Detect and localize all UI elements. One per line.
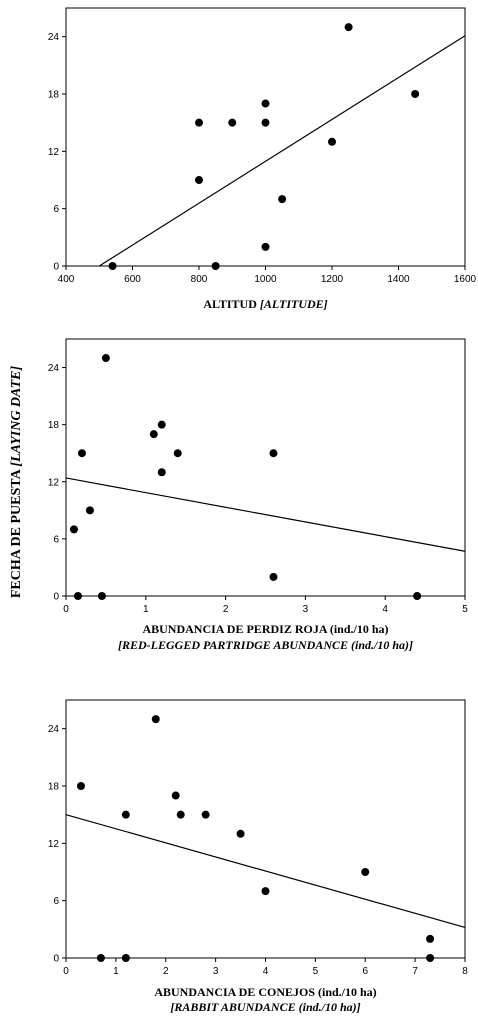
data-point	[261, 118, 270, 127]
data-point	[73, 592, 82, 600]
data-point	[149, 430, 158, 439]
plot-frame	[65, 7, 466, 267]
data-point	[344, 23, 353, 32]
trend-line	[65, 477, 466, 552]
y-tick-label: 12	[48, 477, 60, 488]
y-axis-label-translation: [LAYING DATE]	[9, 365, 24, 466]
y-tick-label: 18	[48, 420, 60, 431]
data-point	[328, 137, 336, 146]
data-point	[151, 715, 160, 724]
x-tick-label: 8	[462, 966, 468, 977]
y-tick-label: 12	[48, 147, 60, 158]
x-tick-label: 2	[223, 604, 229, 615]
data-point	[201, 810, 210, 819]
x-tick-label: 1600	[454, 274, 477, 285]
data-point	[173, 449, 182, 458]
data-point	[426, 954, 435, 962]
data-point	[261, 887, 270, 896]
x-tick-label: 1	[143, 604, 149, 615]
x-tick-label: 800	[191, 274, 208, 285]
y-tick-label: 18	[48, 90, 60, 101]
data-point	[269, 449, 278, 458]
data-point	[413, 592, 422, 600]
x-tick-label: 6	[362, 966, 368, 977]
data-point	[278, 195, 287, 204]
x-tick-label: 1200	[321, 274, 344, 285]
x-tick-label: 0	[63, 604, 69, 615]
y-tick-label: 18	[48, 782, 60, 793]
y-tick-label: 6	[53, 534, 59, 545]
x-tick-label: 7	[412, 966, 418, 977]
x-tick-label: 4	[263, 966, 269, 977]
x-tick-label: 5	[462, 604, 468, 615]
x-tick-label: 400	[58, 274, 75, 285]
data-point	[97, 592, 106, 600]
data-point	[157, 468, 166, 477]
x-tick-label: 3	[213, 966, 219, 977]
x-axis-label: ALTITUD [ALTITUDE]	[203, 297, 327, 311]
plot-frame	[65, 699, 466, 959]
y-tick-label: 0	[53, 954, 59, 965]
data-point	[69, 525, 78, 534]
data-point	[261, 242, 270, 251]
x-tick-label: 2	[163, 966, 169, 977]
x-tick-label: 0	[63, 966, 69, 977]
data-point	[228, 118, 237, 127]
chart-altitude: 0 6 12 18 24 400 600 800 1000 1200 1400 1600 ALTITUD…	[48, 7, 477, 311]
x-axis-label-main: ABUNDANCIA DE CONEJOS (ind./10 ha)	[154, 985, 376, 999]
data-point	[157, 420, 166, 429]
data-point	[195, 118, 203, 127]
data-point	[176, 810, 185, 819]
y-axis-label-main: FECHA DE PUESTA	[9, 467, 24, 599]
y-tick-label: 24	[48, 32, 60, 43]
data-point	[411, 90, 420, 98]
data-point	[77, 449, 86, 458]
trend-line	[65, 814, 466, 928]
data-point	[269, 572, 278, 581]
y-tick-label: 0	[53, 262, 59, 273]
x-tick-label: 1	[113, 966, 119, 977]
data-point	[195, 176, 203, 184]
y-tick-label: 6	[53, 896, 59, 907]
x-tick-label: 5	[313, 966, 319, 977]
data-point	[101, 354, 110, 363]
trend-line	[98, 35, 466, 267]
x-axis-label-main: ALTITUD	[203, 297, 260, 311]
y-tick-label: 24	[48, 724, 60, 735]
x-tick-label: 3	[303, 604, 309, 615]
data-point	[121, 954, 130, 962]
data-point	[261, 99, 270, 108]
data-point	[426, 934, 435, 943]
data-point	[121, 810, 130, 819]
plot-frame	[65, 338, 466, 597]
data-point	[108, 262, 117, 270]
x-tick-label: 4	[382, 604, 388, 615]
data-point	[211, 262, 220, 270]
y-tick-label: 24	[48, 363, 60, 374]
x-tick-label: 1400	[387, 274, 410, 285]
data-point	[171, 791, 180, 800]
y-tick-label: 6	[53, 204, 59, 215]
y-tick-label: 12	[48, 839, 60, 850]
data-point	[96, 954, 105, 962]
x-tick-label: 1000	[254, 274, 277, 285]
x-axis-label-main: ABUNDANCIA DE PERDIZ ROJA (ind./10 ha)	[142, 622, 388, 636]
data-point	[361, 868, 370, 876]
data-point	[76, 782, 85, 790]
data-point	[236, 829, 245, 838]
x-axis-label-translation: [RED-LEGGED PARTRIDGE ABUNDANCE (ind./10…	[118, 638, 413, 652]
y-tick-label: 0	[53, 592, 59, 603]
x-tick-label: 600	[124, 274, 141, 285]
y-axis-label: FECHA DE PUESTA [LAYING DATE]	[9, 365, 24, 598]
data-point	[85, 506, 94, 515]
x-axis-label-translation: [RABBIT ABUNDANCE (ind./10 ha)]	[170, 1000, 360, 1014]
x-axis-label-translation: [ALTITUDE]	[260, 297, 328, 311]
